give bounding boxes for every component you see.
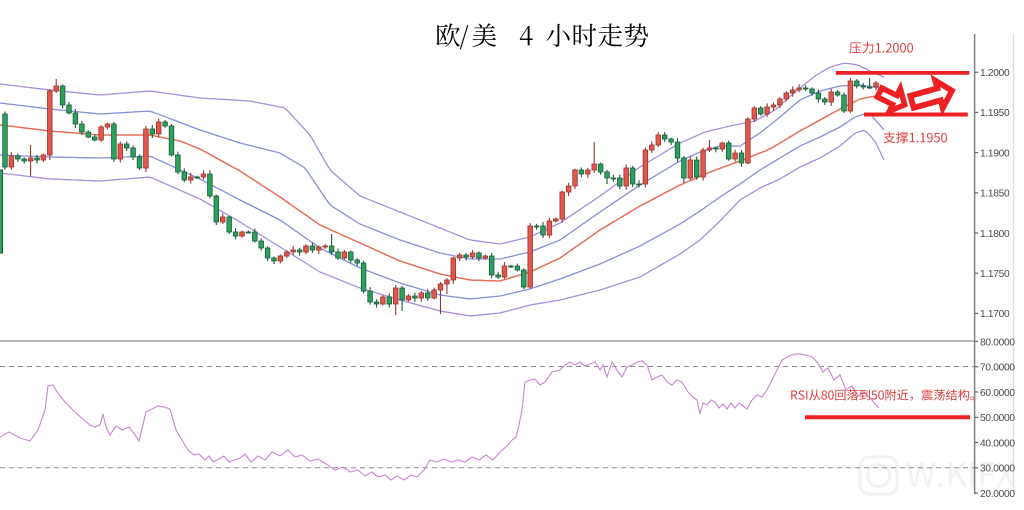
svg-text:40.0000: 40.0000 <box>980 438 1015 449</box>
svg-text:1.1750: 1.1750 <box>980 269 1010 280</box>
svg-text:20.0000: 20.0000 <box>980 489 1015 500</box>
svg-text:1.2000: 1.2000 <box>980 68 1010 79</box>
svg-text:1.1850: 1.1850 <box>980 189 1010 200</box>
svg-text:60.0000: 60.0000 <box>980 388 1015 399</box>
svg-text:1.1700: 1.1700 <box>980 309 1010 320</box>
svg-text:50.0000: 50.0000 <box>980 413 1015 424</box>
svg-text:70.0000: 70.0000 <box>980 363 1015 374</box>
svg-text:30.0000: 30.0000 <box>980 464 1015 475</box>
svg-text:1.1800: 1.1800 <box>980 229 1010 240</box>
svg-text:1.1900: 1.1900 <box>980 148 1010 159</box>
svg-text:1.1950: 1.1950 <box>980 108 1010 119</box>
svg-text:80.0000: 80.0000 <box>980 337 1015 348</box>
